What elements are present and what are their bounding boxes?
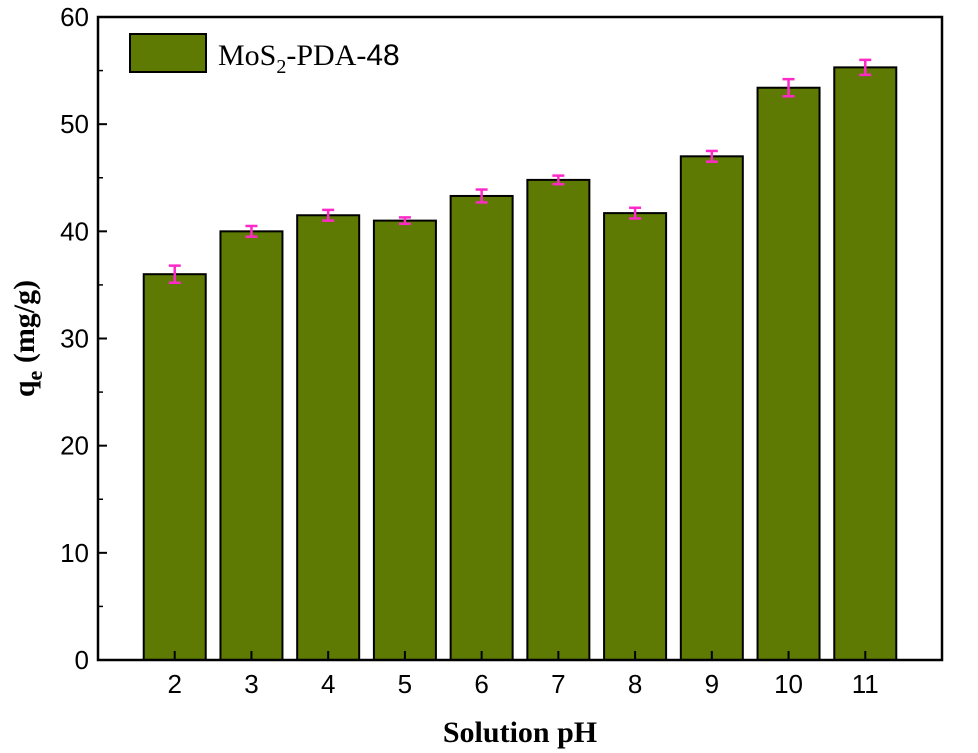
legend-label-mid: -PDA- [286, 39, 366, 72]
y-tick-label: 0 [75, 645, 89, 675]
y-tick-label: 10 [60, 538, 89, 568]
x-tick-label: 3 [244, 669, 258, 699]
error-bar-ph-2 [168, 264, 181, 285]
x-tick-label: 5 [398, 669, 412, 699]
bar-ph-5 [372, 219, 437, 661]
bars-layer [142, 66, 898, 662]
y-tick-label: 40 [60, 216, 89, 246]
bar-ph-3 [219, 230, 284, 661]
y-tick-label: 20 [60, 431, 89, 461]
error-bars-layer [168, 58, 872, 285]
y-axis: 0 10 20 30 40 50 60 [60, 2, 107, 675]
x-tick-label: 6 [474, 669, 488, 699]
bar-ph-2 [142, 273, 207, 661]
error-bar-ph-6 [475, 188, 488, 204]
y-axis-title-main: q [8, 380, 41, 397]
legend-label-number: 48 [366, 39, 399, 72]
x-tick-label: 8 [628, 669, 642, 699]
error-bar-ph-8 [629, 206, 642, 220]
x-tick-label: 7 [551, 669, 565, 699]
x-tick-label: 10 [774, 669, 803, 699]
x-axis-title: Solution pH [443, 716, 597, 749]
bar-ph-9 [679, 155, 744, 661]
y-axis-title: qe (mg/g) [8, 280, 47, 397]
y-axis-title-subscript: e [22, 370, 47, 380]
legend: MoS2-PDA-48 [129, 33, 400, 78]
x-tick-label: 11 [852, 669, 879, 699]
legend-label-subscript: 2 [276, 56, 286, 78]
bar-ph-11 [833, 66, 898, 661]
error-bar-ph-10 [782, 77, 795, 98]
y-tick-label: 60 [60, 2, 89, 32]
bar-ph-7 [526, 178, 591, 661]
error-bar-ph-9 [705, 149, 718, 163]
error-bar-ph-3 [245, 224, 258, 238]
y-tick-label: 50 [60, 109, 89, 139]
bar-ph-4 [296, 214, 361, 661]
legend-label: MoS2-PDA-48 [218, 39, 400, 78]
error-bar-ph-4 [322, 208, 335, 222]
error-bar-ph-7 [552, 174, 565, 186]
error-bar-ph-5 [398, 216, 411, 226]
error-bar-ph-11 [859, 58, 872, 77]
bar-ph-6 [449, 194, 514, 662]
x-tick-label: 9 [705, 669, 719, 699]
legend-label-pre: MoS [218, 39, 276, 72]
x-tick-label: 2 [167, 669, 181, 699]
x-axis: 2 3 4 5 6 7 8 9 10 11 [167, 651, 879, 699]
bar-ph-10 [756, 86, 821, 662]
y-axis-title-unit: (mg/g) [8, 280, 41, 371]
x-tick-label: 4 [321, 669, 335, 699]
bar-ph-8 [603, 212, 668, 662]
y-tick-label: 30 [60, 324, 89, 354]
legend-swatch [129, 33, 207, 73]
